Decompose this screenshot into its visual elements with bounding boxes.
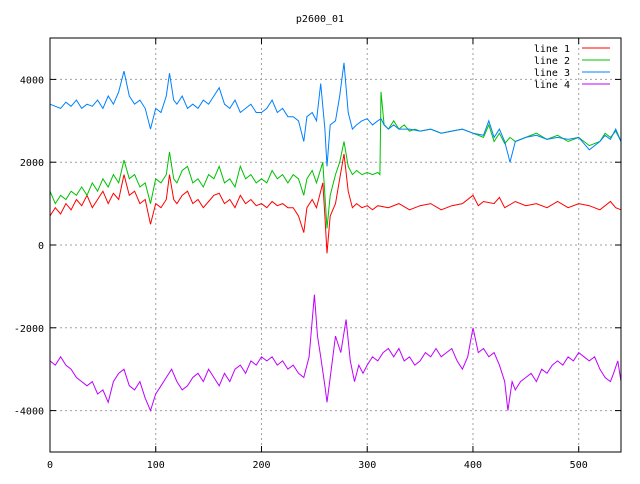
legend-label-2: line 2 — [534, 56, 570, 67]
x-tick-label: 300 — [358, 460, 376, 471]
chart-title: p2600_01 — [296, 14, 344, 25]
legend-label-4: line 4 — [534, 80, 570, 91]
series-line-4 — [49, 294, 622, 413]
y-tick-label: 0 — [38, 241, 44, 252]
series-line-1 — [49, 153, 622, 254]
series-line-2 — [49, 91, 622, 229]
legend-label-3: line 3 — [534, 68, 570, 79]
y-tick-label: -2000 — [14, 324, 44, 335]
axis-ticks: 0 100 200 300 400 500 -4000 -2000 0 2000 4000 — [14, 38, 621, 471]
y-tick-label: 2000 — [20, 158, 44, 169]
x-tick-label: 100 — [147, 460, 165, 471]
x-tick-label: 200 — [252, 460, 270, 471]
series-line-3 — [49, 62, 622, 167]
x-tick-label: 400 — [464, 460, 482, 471]
y-tick-label: -4000 — [14, 407, 44, 418]
series-lines — [49, 62, 622, 413]
legend-label-1: line 1 — [534, 44, 570, 55]
plot-border — [49, 37, 622, 453]
x-tick-label: 500 — [570, 460, 588, 471]
y-tick-label: 4000 — [20, 75, 44, 86]
x-tick-label: 0 — [47, 460, 53, 471]
grid — [49, 38, 621, 452]
